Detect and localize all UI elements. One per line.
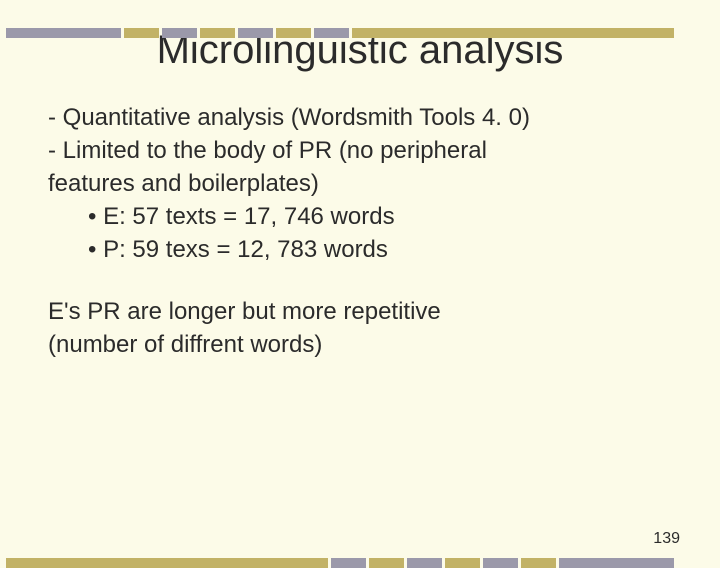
stripe-segment	[352, 28, 674, 38]
stripe-segment	[559, 558, 674, 568]
body-line: • E: 57 texts = 17, 746 words	[48, 200, 672, 233]
stripe-segment	[276, 28, 311, 38]
body-line: • P: 59 texs = 12, 783 words	[48, 233, 672, 266]
slide-body: - Quantitative analysis (Wordsmith Tools…	[48, 101, 672, 361]
stripe-segment	[331, 558, 366, 568]
stripe-segment	[238, 28, 273, 38]
stripe-segment	[674, 28, 680, 38]
stripe-segment	[407, 558, 442, 568]
stripe-segment	[162, 28, 197, 38]
body-line: - Quantitative analysis (Wordsmith Tools…	[48, 101, 672, 134]
stripe-segment	[314, 28, 349, 38]
stripe-segment	[369, 558, 404, 568]
stripe-segment	[674, 558, 680, 568]
stripe-segment	[521, 558, 556, 568]
stripe-segment	[6, 28, 121, 38]
stripe-segment	[445, 558, 480, 568]
page-number: 139	[653, 530, 680, 548]
bottom-stripe	[0, 558, 720, 568]
stripe-segment	[124, 28, 159, 38]
body-line: E's PR are longer but more repetitive	[48, 295, 672, 328]
stripe-segment	[483, 558, 518, 568]
body-line: - Limited to the body of PR (no peripher…	[48, 134, 672, 167]
stripe-segment	[200, 28, 235, 38]
stripe-segment	[6, 558, 328, 568]
body-line: (number of diffrent words)	[48, 328, 672, 361]
top-stripe	[0, 28, 720, 38]
body-line: features and boilerplates)	[48, 167, 672, 200]
spacer	[48, 267, 672, 295]
